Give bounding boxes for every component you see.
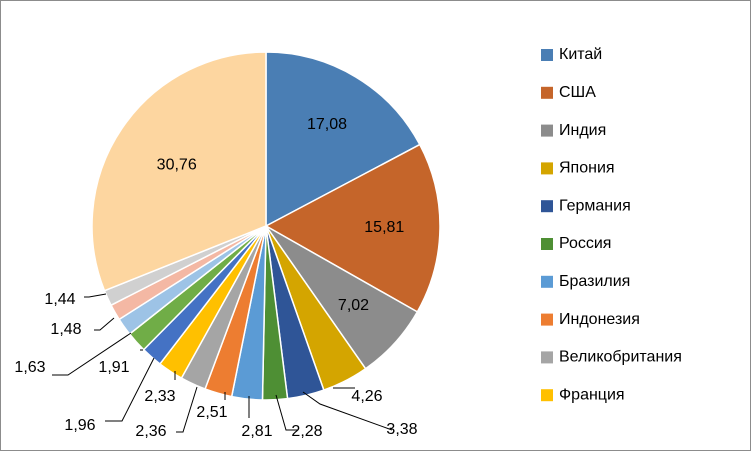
legend-label-2: США	[559, 84, 596, 101]
data-label-16: 30,76	[157, 157, 197, 174]
legend-swatch-4	[541, 162, 553, 175]
legend-item-7: Бразилия	[541, 273, 630, 290]
data-label-13: 1,63	[14, 359, 45, 376]
legend-swatch-7	[541, 275, 553, 288]
data-label-1: 17,08	[307, 116, 347, 133]
legend-item-8: Индонезия	[541, 311, 640, 328]
legend-swatch-9	[541, 351, 553, 364]
leader-line-15	[84, 293, 107, 298]
legend-item-5: Германия	[541, 197, 631, 214]
legend-swatch-8	[541, 313, 553, 326]
legend-swatch-2	[541, 86, 553, 99]
data-label-4: 4,26	[351, 388, 382, 405]
legend-label-1: Китай	[559, 46, 602, 63]
legend-label-3: Индия	[559, 122, 606, 139]
legend-swatch-10	[541, 389, 553, 402]
leader-line-5	[302, 391, 393, 431]
data-label-2: 15,81	[364, 219, 404, 236]
legend-swatch-3	[541, 124, 553, 137]
data-label-3: 7,02	[338, 297, 369, 314]
data-label-10: 2,33	[144, 388, 175, 405]
legend-swatch-5	[541, 200, 553, 213]
pie-slice-1	[265, 51, 421, 228]
legend-item-3: Индия	[541, 122, 606, 139]
legend-item-9: Великобритания	[541, 349, 682, 366]
data-label-6: 2,28	[291, 423, 322, 440]
legend-item-4: Япония	[541, 160, 615, 177]
legend-label-8: Индонезия	[559, 311, 640, 328]
legend-item-10: Франция	[541, 386, 625, 403]
data-label-11: 1,96	[64, 417, 95, 434]
legend-label-10: Франция	[559, 386, 625, 403]
legend-item-2: США	[541, 84, 596, 101]
leader-line-6	[275, 394, 298, 431]
data-label-15: 1,44	[44, 291, 75, 308]
legend-label-6: Россия	[559, 235, 611, 252]
legend-label-9: Великобритания	[559, 349, 682, 366]
legend-item-1: Китай	[541, 46, 602, 63]
data-label-9: 2,36	[135, 423, 166, 440]
data-label-7: 2,81	[241, 423, 272, 440]
legend-label-4: Япония	[559, 160, 615, 177]
pie-slice-16	[91, 51, 267, 292]
leader-line-9	[176, 386, 198, 433]
data-label-14: 1,48	[50, 321, 81, 338]
legend-label-5: Германия	[559, 197, 631, 214]
legend-swatch-6	[541, 238, 553, 250]
leader-line-11	[105, 357, 155, 422]
leader-line-14	[94, 317, 115, 331]
data-label-5: 3,38	[386, 421, 417, 438]
data-label-12: 1,91	[98, 359, 129, 376]
pie-slice-2	[264, 143, 441, 313]
legend-item-6: Россия	[541, 235, 611, 252]
leader-line-13	[52, 332, 132, 376]
data-label-8: 2,51	[196, 404, 227, 421]
legend-swatch-1	[541, 49, 553, 61]
legend-label-7: Бразилия	[559, 273, 630, 290]
